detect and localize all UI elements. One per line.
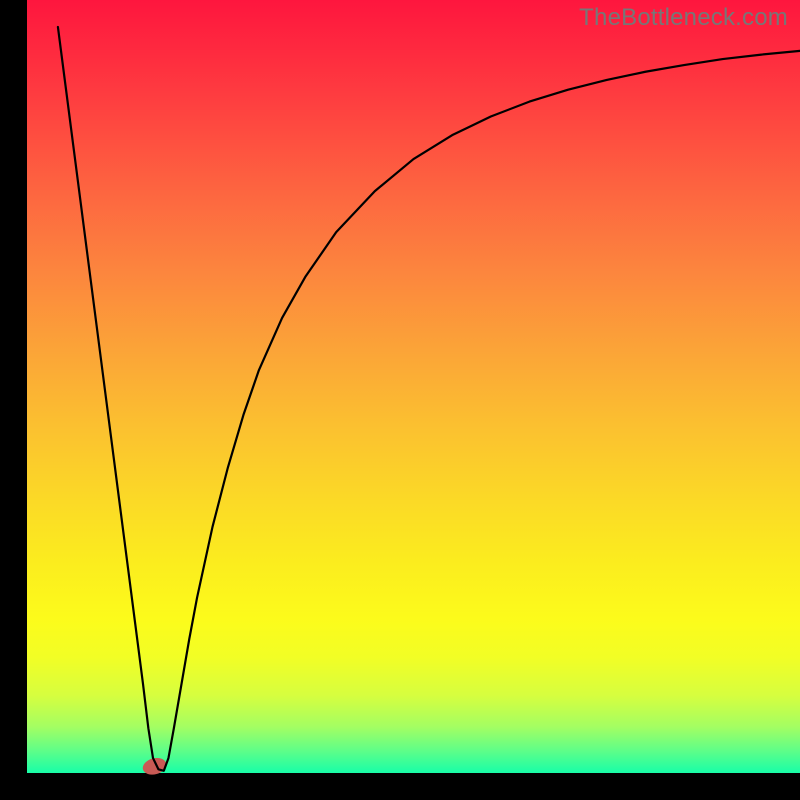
chart-canvas: TheBottleneck.com <box>0 0 800 800</box>
axis-border-bottom <box>0 773 800 800</box>
chart-svg <box>0 0 800 800</box>
axis-border-left <box>0 0 27 800</box>
watermark-text: TheBottleneck.com <box>579 4 788 32</box>
plot-background <box>27 0 800 773</box>
